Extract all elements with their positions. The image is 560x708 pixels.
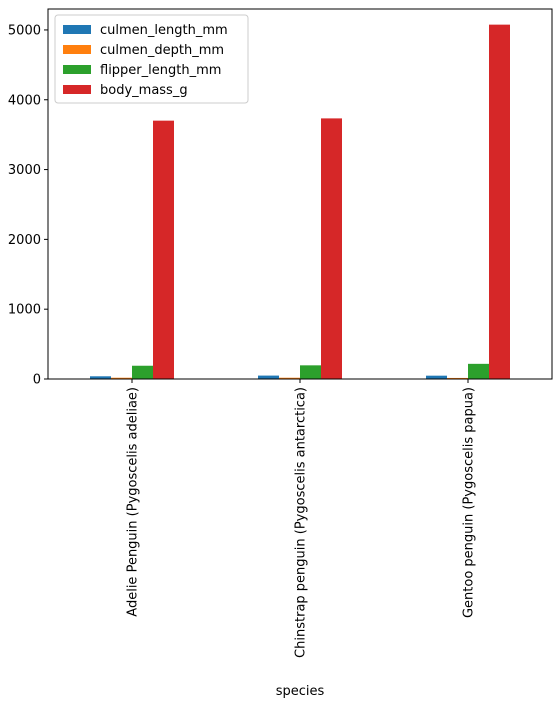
bar-flipper_length_mm-1 [300, 365, 321, 379]
legend-box [54, 14, 249, 104]
y-tick-label: 3000 [8, 163, 41, 178]
x-axis: Adelie Penguin (Pygoscelis adeliae) Chins… [126, 379, 477, 658]
bars-layer [90, 24, 510, 380]
y-tick-label: 5000 [8, 23, 41, 38]
bar-flipper_length_mm-2 [468, 363, 489, 379]
legend-label-flipper_length_mm: flipper_length_mm [100, 63, 221, 78]
legend-swatch-culmen_depth_mm [63, 45, 91, 54]
y-tick-label: 4000 [8, 93, 41, 108]
x-tick-label: Chinstrap penguin (Pygoscelis antarctica… [294, 387, 309, 658]
bar-culmen_length_mm-1 [258, 375, 279, 379]
legend-swatch-flipper_length_mm [63, 65, 91, 74]
bar-body_mass_g-2 [489, 24, 510, 379]
bar-culmen_depth_mm-1 [279, 377, 300, 379]
legend-label-body_mass_g: body_mass_g [100, 83, 188, 98]
bar-culmen_length_mm-2 [426, 375, 447, 379]
x-tick-label: Gentoo penguin (Pygoscelis papua) [462, 387, 477, 618]
legend-swatch-culmen_length_mm [63, 25, 91, 34]
legend-swatch-body_mass_g [63, 85, 91, 94]
bar-body_mass_g-1 [321, 118, 342, 379]
y-tick-label: 0 [33, 373, 41, 388]
x-axis-title: species [276, 684, 325, 699]
legend-label-culmen_depth_mm: culmen_depth_mm [100, 43, 224, 58]
bar-culmen_length_mm-0 [90, 376, 111, 379]
x-tick-label: Adelie Penguin (Pygoscelis adeliae) [126, 387, 141, 617]
bar-flipper_length_mm-0 [132, 365, 153, 379]
y-tick-label: 1000 [8, 303, 41, 318]
y-axis: 0 1000 2000 3000 4000 5000 [8, 23, 48, 388]
bar-body_mass_g-0 [153, 120, 174, 380]
bar-culmen_depth_mm-0 [111, 377, 132, 379]
legend: culmen_length_mm culmen_depth_mm flipper_l… [54, 14, 249, 104]
y-tick-label: 2000 [8, 233, 41, 248]
legend-label-culmen_length_mm: culmen_length_mm [100, 23, 228, 38]
bar-culmen_depth_mm-2 [447, 377, 468, 379]
